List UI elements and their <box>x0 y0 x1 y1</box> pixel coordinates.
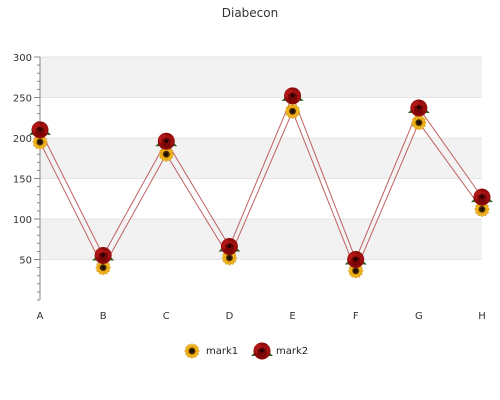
data-point-mark2-B <box>92 246 115 264</box>
x-tick-label: C <box>163 311 170 322</box>
x-tick-label: H <box>478 311 486 322</box>
grid-lines <box>40 56 482 260</box>
x-tick-label: E <box>289 311 295 322</box>
data-point-mark1-C <box>158 146 174 162</box>
rose-icon <box>251 342 273 360</box>
x-tick-label: D <box>226 311 234 322</box>
y-axis-ticks: 50 100 150 200 250 300 <box>13 53 40 301</box>
series-line-mark1 <box>39 109 483 273</box>
y-tick-label: 200 <box>13 134 32 145</box>
y-tick-label: 100 <box>13 215 32 226</box>
series-markers <box>29 87 493 279</box>
x-tick-label: G <box>415 311 423 322</box>
x-tick-label: F <box>353 311 359 322</box>
legend-item-mark1[interactable]: mark1 <box>184 343 239 359</box>
y-tick-label: 250 <box>13 94 32 105</box>
data-point-mark2-F <box>344 251 367 268</box>
chart-title: Diabecon <box>222 6 278 20</box>
data-point-mark2-E <box>281 87 304 105</box>
data-point-mark1-E <box>284 103 301 119</box>
series-line-mark2 <box>39 94 483 261</box>
x-tick-label: B <box>100 311 107 322</box>
series-lines <box>39 94 483 273</box>
x-tick-label: A <box>37 311 44 322</box>
data-point-mark1-G <box>411 115 427 131</box>
legend-label-mark2: mark2 <box>276 346 308 357</box>
grid-bands <box>40 57 482 260</box>
data-point-mark2-A <box>29 121 51 139</box>
legend-label-mark1: mark1 <box>206 346 238 357</box>
sunflower-icon <box>184 343 200 359</box>
data-point-mark2-G <box>407 99 430 117</box>
legend: mark1 mark2 <box>184 342 308 360</box>
y-tick-label: 50 <box>19 256 32 267</box>
legend-item-mark2[interactable]: mark2 <box>251 342 308 360</box>
data-point-mark2-H <box>471 188 493 206</box>
y-tick-label: 150 <box>13 175 32 186</box>
y-tick-label: 300 <box>13 53 32 64</box>
data-point-mark2-D <box>218 238 241 256</box>
grid-band <box>40 219 482 260</box>
x-axis-ticks: A B C D E F G H <box>37 311 486 322</box>
data-point-mark2-C <box>155 132 178 150</box>
grid-band <box>40 57 482 98</box>
